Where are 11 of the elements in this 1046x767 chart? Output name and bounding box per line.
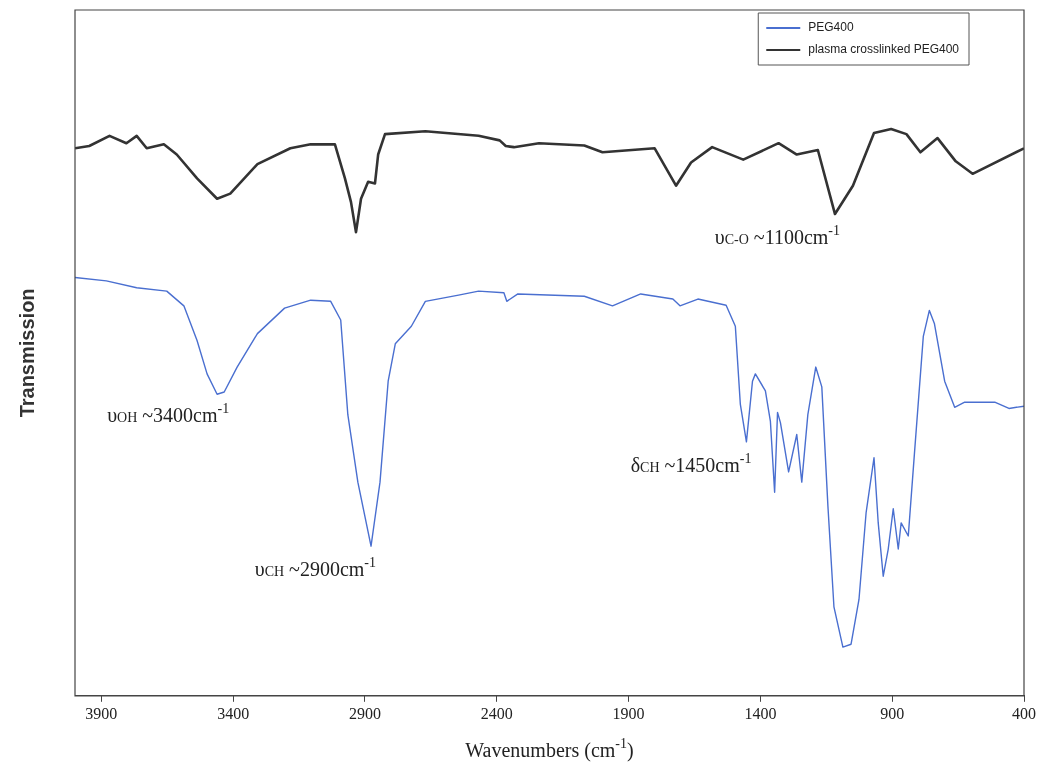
x-tick-label: 400 [1012, 704, 1036, 722]
y-axis-title: Transmission [16, 288, 38, 418]
x-tick-label: 2400 [480, 704, 513, 722]
x-tick-label: 2900 [348, 704, 381, 722]
x-tick-label: 1400 [744, 704, 777, 722]
x-tick-label: 3400 [217, 704, 250, 722]
legend-label: PEG400 [808, 20, 854, 35]
x-tick-label: 1900 [612, 704, 645, 722]
x-tick-label: 3900 [85, 704, 118, 722]
legend-label: plasma crosslinked PEG400 [808, 42, 960, 57]
x-tick-label: 900 [880, 704, 905, 722]
